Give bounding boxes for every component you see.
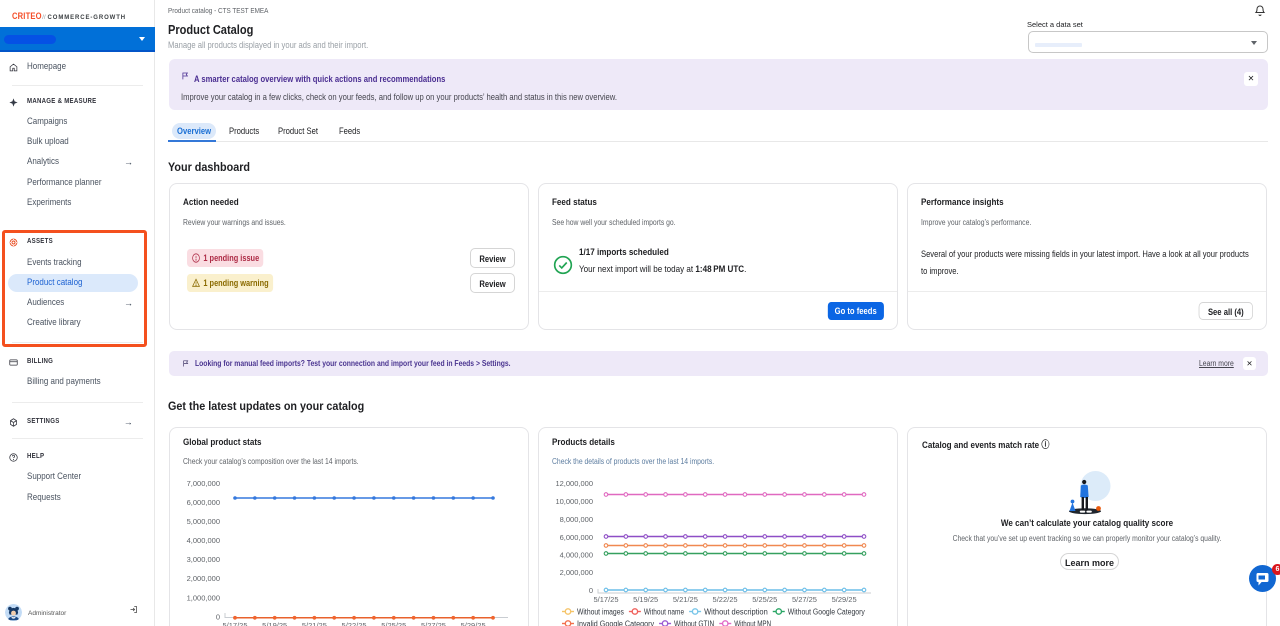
- svg-text:4,000,000: 4,000,000: [560, 551, 593, 560]
- svg-text:5/27/25: 5/27/25: [421, 621, 446, 626]
- svg-text:Without MPN: Without MPN: [734, 620, 771, 626]
- svg-text:Invalid Google Category: Invalid Google Category: [577, 620, 654, 626]
- svg-text:5/21/25: 5/21/25: [673, 595, 698, 604]
- svg-text:2,000,000: 2,000,000: [560, 568, 593, 577]
- svg-text:2,000,000: 2,000,000: [187, 574, 220, 583]
- svg-text:5/19/25: 5/19/25: [633, 595, 658, 604]
- svg-text:5/29/25: 5/29/25: [461, 621, 486, 626]
- svg-text:1,000,000: 1,000,000: [187, 594, 220, 603]
- svg-text:5/22/25: 5/22/25: [342, 621, 367, 626]
- svg-text:5/25/25: 5/25/25: [381, 621, 406, 626]
- svg-text:5/25/25: 5/25/25: [752, 595, 777, 604]
- svg-text:12,000,000: 12,000,000: [555, 479, 593, 488]
- svg-text:5,000,000: 5,000,000: [187, 517, 220, 526]
- svg-text:10,000,000: 10,000,000: [555, 497, 593, 506]
- svg-text:7,000,000: 7,000,000: [187, 479, 220, 488]
- svg-text:5/17/25: 5/17/25: [222, 621, 247, 626]
- svg-text:0: 0: [216, 613, 220, 622]
- svg-text:Without images: Without images: [577, 608, 624, 617]
- svg-text:0: 0: [589, 586, 593, 595]
- svg-text:3,000,000: 3,000,000: [187, 555, 220, 564]
- svg-text:Without description: Without description: [704, 608, 768, 617]
- svg-text:Without GTIN: Without GTIN: [674, 620, 714, 626]
- svg-text:8,000,000: 8,000,000: [560, 515, 593, 524]
- svg-text:5/27/25: 5/27/25: [792, 595, 817, 604]
- svg-text:6,000,000: 6,000,000: [187, 498, 220, 507]
- svg-text:Without Google Category: Without Google Category: [788, 608, 865, 617]
- svg-text:5/22/25: 5/22/25: [713, 595, 738, 604]
- svg-text:Without name: Without name: [644, 608, 685, 617]
- svg-text:5/21/25: 5/21/25: [302, 621, 327, 626]
- svg-text:4,000,000: 4,000,000: [187, 536, 220, 545]
- svg-text:5/19/25: 5/19/25: [262, 621, 287, 626]
- svg-text:5/17/25: 5/17/25: [593, 595, 618, 604]
- svg-text:6,000,000: 6,000,000: [560, 533, 593, 542]
- svg-text:5/29/25: 5/29/25: [832, 595, 857, 604]
